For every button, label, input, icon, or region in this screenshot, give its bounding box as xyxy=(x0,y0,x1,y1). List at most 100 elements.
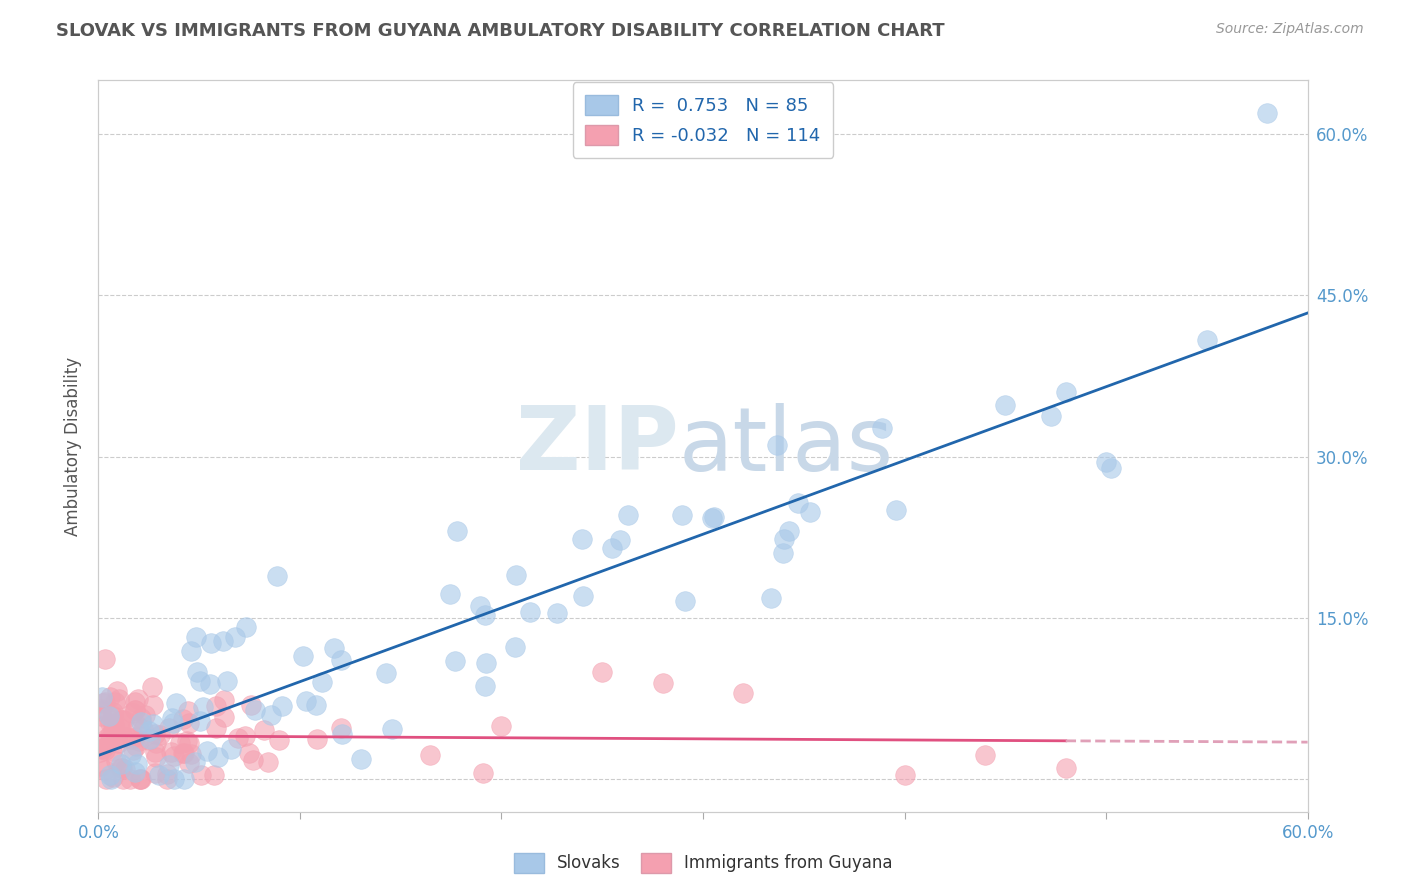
Immigrants from Guyana xyxy=(143,727,166,741)
Slovaks xyxy=(173,772,195,787)
Immigrants from Guyana xyxy=(240,698,263,712)
Slovaks xyxy=(160,711,183,725)
Immigrants from Guyana xyxy=(143,745,166,759)
Slovaks xyxy=(571,589,593,603)
Immigrants from Guyana xyxy=(94,763,117,777)
Immigrants from Guyana xyxy=(112,772,135,787)
Immigrants from Guyana xyxy=(100,716,122,731)
Slovaks xyxy=(207,750,229,764)
Immigrants from Guyana xyxy=(591,665,613,679)
Immigrants from Guyana xyxy=(160,745,183,759)
Immigrants from Guyana xyxy=(157,721,180,735)
Slovaks xyxy=(700,511,723,525)
Immigrants from Guyana xyxy=(91,740,114,755)
Immigrants from Guyana xyxy=(98,690,121,705)
Immigrants from Guyana xyxy=(125,739,148,753)
Immigrants from Guyana xyxy=(173,746,195,760)
Slovaks xyxy=(235,620,257,634)
Slovaks xyxy=(546,606,568,620)
Slovaks xyxy=(165,696,187,710)
Slovaks xyxy=(470,599,492,613)
Slovaks xyxy=(1099,461,1122,475)
Immigrants from Guyana xyxy=(124,703,146,717)
Slovaks xyxy=(139,732,162,747)
Immigrants from Guyana xyxy=(111,713,134,727)
Slovaks xyxy=(519,605,541,619)
Text: Source: ZipAtlas.com: Source: ZipAtlas.com xyxy=(1216,22,1364,37)
Slovaks xyxy=(110,756,132,771)
Immigrants from Guyana xyxy=(242,753,264,767)
Slovaks xyxy=(1039,409,1062,423)
Slovaks xyxy=(200,636,222,650)
Immigrants from Guyana xyxy=(108,692,131,706)
Immigrants from Guyana xyxy=(233,729,256,743)
Slovaks xyxy=(671,508,693,523)
Immigrants from Guyana xyxy=(94,743,117,757)
Slovaks xyxy=(673,594,696,608)
Slovaks xyxy=(778,524,800,538)
Immigrants from Guyana xyxy=(471,766,494,780)
Slovaks xyxy=(439,587,461,601)
Slovaks xyxy=(127,756,149,771)
Slovaks xyxy=(221,741,243,756)
Immigrants from Guyana xyxy=(105,684,128,698)
Immigrants from Guyana xyxy=(101,708,124,723)
Immigrants from Guyana xyxy=(101,770,124,784)
Slovaks xyxy=(505,640,527,655)
Immigrants from Guyana xyxy=(112,730,135,744)
Immigrants from Guyana xyxy=(122,743,145,757)
Slovaks xyxy=(266,569,288,583)
Immigrants from Guyana xyxy=(98,728,121,742)
Immigrants from Guyana xyxy=(177,704,200,718)
Slovaks xyxy=(1256,105,1278,120)
Immigrants from Guyana xyxy=(110,713,132,727)
Immigrants from Guyana xyxy=(103,721,125,735)
Immigrants from Guyana xyxy=(94,695,117,709)
Slovaks xyxy=(475,657,498,671)
Slovaks xyxy=(180,644,202,658)
Slovaks xyxy=(162,772,184,787)
Immigrants from Guyana xyxy=(177,716,200,731)
Immigrants from Guyana xyxy=(145,750,167,764)
Immigrants from Guyana xyxy=(1054,761,1077,775)
Immigrants from Guyana xyxy=(143,765,166,780)
Immigrants from Guyana xyxy=(330,721,353,735)
Immigrants from Guyana xyxy=(98,733,121,747)
Immigrants from Guyana xyxy=(107,736,129,750)
Immigrants from Guyana xyxy=(103,705,125,719)
Slovaks xyxy=(617,508,640,522)
Immigrants from Guyana xyxy=(90,704,112,718)
Slovaks xyxy=(474,679,496,693)
Slovaks xyxy=(224,630,246,644)
Immigrants from Guyana xyxy=(190,768,212,782)
Slovaks xyxy=(294,694,316,708)
Slovaks xyxy=(148,768,170,782)
Immigrants from Guyana xyxy=(253,723,276,738)
Slovaks xyxy=(374,666,396,681)
Immigrants from Guyana xyxy=(142,698,165,712)
Immigrants from Guyana xyxy=(118,772,141,787)
Slovaks xyxy=(188,714,211,728)
Immigrants from Guyana xyxy=(129,772,152,787)
Immigrants from Guyana xyxy=(96,734,118,748)
Immigrants from Guyana xyxy=(89,745,111,759)
Slovaks xyxy=(766,438,789,452)
Immigrants from Guyana xyxy=(129,711,152,725)
Slovaks xyxy=(188,674,211,689)
Immigrants from Guyana xyxy=(96,731,118,745)
Immigrants from Guyana xyxy=(89,759,111,773)
Immigrants from Guyana xyxy=(169,736,191,750)
Immigrants from Guyana xyxy=(121,706,143,720)
Immigrants from Guyana xyxy=(733,686,755,700)
Immigrants from Guyana xyxy=(127,719,149,733)
Immigrants from Guyana xyxy=(156,772,179,787)
Slovaks xyxy=(184,631,207,645)
Text: atlas: atlas xyxy=(679,402,894,490)
Slovaks xyxy=(305,698,328,712)
Slovaks xyxy=(91,690,114,705)
Immigrants from Guyana xyxy=(176,734,198,748)
Slovaks xyxy=(198,677,221,691)
Immigrants from Guyana xyxy=(172,712,194,726)
Immigrants from Guyana xyxy=(180,747,202,761)
Immigrants from Guyana xyxy=(114,762,136,776)
